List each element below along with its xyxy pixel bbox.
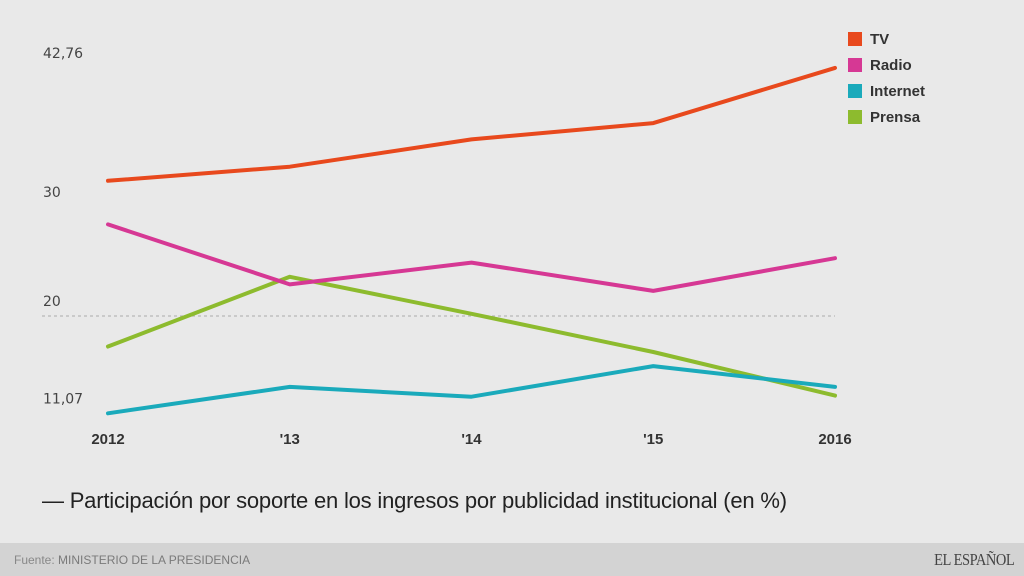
legend-label-prensa: Prensa [870, 109, 921, 126]
x-tick-label: 2016 [818, 431, 851, 448]
brand-logo: EL ESPAÑOL [933, 550, 1015, 569]
source-prefix: Fuente: [14, 553, 55, 567]
x-tick-label: 2012 [91, 431, 124, 448]
y-tick-label: 20 [43, 294, 61, 310]
y-tick-label: 11,07 [43, 391, 83, 407]
y-tick-label: 42,76 [43, 46, 83, 62]
x-tick-label: '15 [643, 431, 663, 448]
series-line-radio [106, 222, 837, 293]
x-tick-label: '14 [461, 431, 482, 448]
line-chart: 42,76 30 20 11,07 2012 '13 '14 '15 2016 TV Radio… [42, 31, 925, 448]
source-note: Fuente: MINISTERIO DE LA PRESIDENCIA [14, 553, 250, 567]
legend-label-internet: Internet [870, 83, 925, 100]
legend-swatch-radio [848, 58, 862, 72]
series-line-prensa [106, 274, 837, 398]
y-tick-label: 30 [43, 185, 61, 201]
chart-title: — Participación por soporte en los ingre… [42, 488, 787, 513]
x-tick-label: '13 [280, 431, 300, 448]
footer-bar: Fuente: MINISTERIO DE LA PRESIDENCIA EL … [0, 543, 1024, 576]
series-line-internet [106, 364, 837, 416]
legend-swatch-internet [848, 84, 862, 98]
legend-label-tv: TV [870, 31, 889, 48]
series-line-tv [106, 65, 837, 183]
legend-swatch-tv [848, 32, 862, 46]
legend-label-radio: Radio [870, 57, 912, 74]
source-text: MINISTERIO DE LA PRESIDENCIA [58, 553, 251, 567]
legend-swatch-prensa [848, 110, 862, 124]
